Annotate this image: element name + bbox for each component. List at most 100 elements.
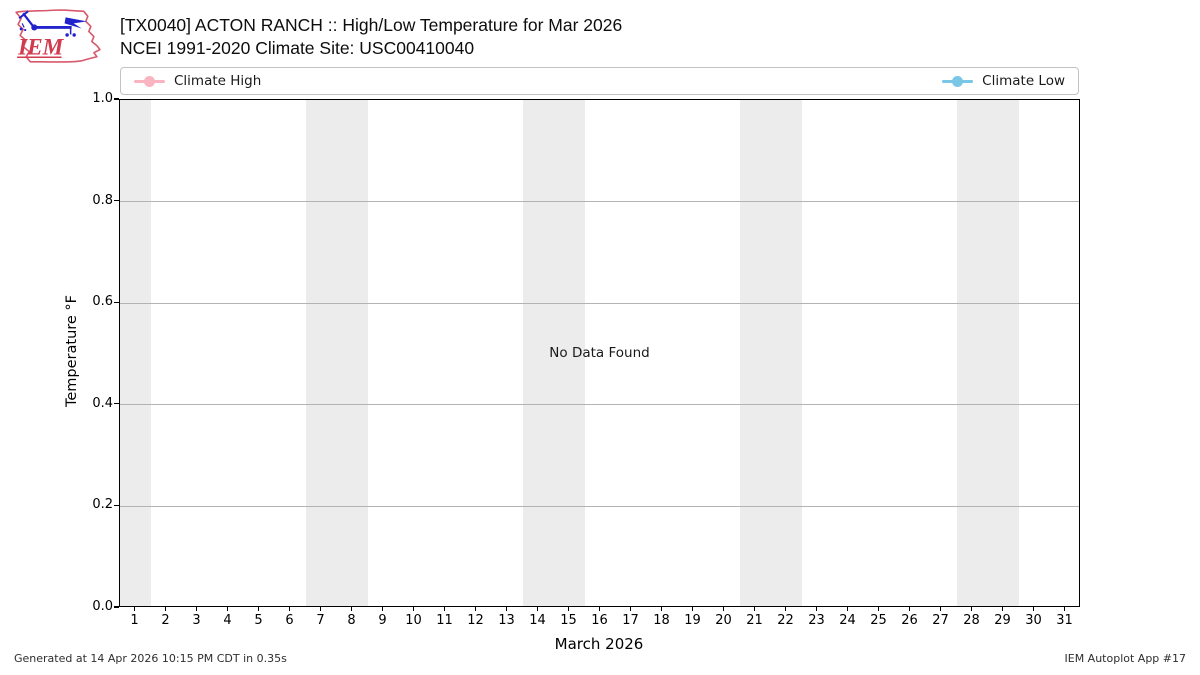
climate-low-dot-icon: [952, 75, 964, 87]
x-tick-label: 15: [560, 613, 577, 628]
x-tick-mark: [691, 607, 694, 611]
plot-area: No Data Found: [119, 99, 1080, 607]
weekend-shading-band: [306, 100, 368, 606]
y-tick-mark: [114, 98, 119, 100]
title-block: [TX0040] ACTON RANCH :: High/Low Tempera…: [120, 14, 622, 59]
y-tick-label: 1.0: [92, 91, 113, 106]
x-tick-label: 6: [285, 613, 294, 628]
gridline: [120, 505, 1079, 507]
x-tick-mark: [381, 607, 384, 611]
iem-logo: IEM: [15, 9, 101, 63]
x-axis-label: March 2026: [554, 635, 644, 653]
x-tick-label: 7: [316, 613, 325, 628]
x-tick-mark: [319, 607, 322, 611]
y-axis-label: Temperature °F: [64, 294, 80, 408]
x-tick-label: 19: [684, 613, 701, 628]
climate-high-dot-icon: [144, 75, 155, 87]
x-tick-mark: [629, 607, 632, 611]
x-tick-label: 8: [347, 613, 356, 628]
x-tick-mark: [939, 607, 942, 611]
y-tick-label: 0.4: [92, 395, 113, 411]
x-tick-mark: [164, 607, 167, 611]
x-tick-mark: [660, 607, 663, 611]
x-tick-label: 2: [161, 613, 170, 628]
x-tick-mark: [784, 607, 787, 611]
x-tick-label: 13: [498, 613, 515, 628]
legend-item-climate-high: Climate High: [134, 73, 261, 89]
y-tick-label: 0.8: [92, 192, 113, 208]
x-tick-mark: [1032, 607, 1035, 611]
x-tick-label: 14: [529, 613, 546, 628]
chart-subtitle: NCEI 1991-2020 Climate Site: USC00410040: [120, 37, 475, 58]
x-tick-mark: [133, 607, 136, 611]
x-tick-label: 28: [963, 613, 980, 628]
y-tick-mark: [114, 403, 119, 405]
gridline: [120, 201, 1079, 203]
iowa-state-outline-icon: [15, 9, 101, 63]
x-tick-mark: [443, 607, 446, 611]
footer-app-text: IEM Autoplot App #17: [1064, 652, 1187, 665]
weekend-shading-band: [120, 100, 151, 606]
x-tick-label: 16: [591, 613, 608, 628]
climate-low-marker-icon: [942, 75, 974, 87]
x-tick-label: 4: [223, 613, 232, 628]
x-tick-label: 12: [467, 613, 484, 628]
x-tick-mark: [257, 607, 260, 611]
x-tick-label: 10: [405, 613, 422, 628]
x-tick-label: 9: [378, 613, 387, 628]
x-tick-mark: [412, 607, 415, 611]
x-tick-label: 22: [777, 613, 794, 628]
x-tick-mark: [1063, 607, 1066, 611]
y-tick-mark: [114, 301, 119, 303]
x-tick-mark: [908, 607, 911, 611]
y-tick-mark: [114, 200, 119, 202]
x-tick-mark: [753, 607, 756, 611]
x-tick-mark: [970, 607, 973, 611]
chart-title: [TX0040] ACTON RANCH :: High/Low Tempera…: [120, 15, 623, 35]
legend-label-climate-high: Climate High: [174, 73, 262, 89]
gridline: [120, 404, 1079, 406]
x-tick-label: 23: [808, 613, 825, 628]
footer-generated-text: Generated at 14 Apr 2026 10:15 PM CDT in…: [14, 652, 287, 665]
x-tick-mark: [877, 607, 880, 611]
x-tick-mark: [846, 607, 849, 611]
y-tick-label: 0.0: [92, 599, 113, 614]
x-tick-mark: [567, 607, 570, 611]
weekend-shading-band: [957, 100, 1019, 606]
x-tick-mark: [536, 607, 539, 611]
weekend-shading-band: [740, 100, 802, 606]
y-tick-label: 0.2: [92, 497, 113, 513]
x-tick-mark: [505, 607, 508, 611]
x-tick-label: 29: [994, 613, 1011, 628]
x-tick-mark: [1001, 607, 1004, 611]
y-tick-mark: [114, 504, 119, 506]
x-tick-label: 20: [715, 613, 732, 628]
x-tick-label: 30: [1025, 613, 1042, 628]
iem-logo-text: IEM: [17, 35, 65, 61]
x-tick-label: 3: [192, 613, 201, 628]
x-tick-mark: [350, 607, 353, 611]
x-tick-mark: [226, 607, 229, 611]
y-tick-mark: [114, 606, 119, 608]
legend-item-climate-low: Climate Low: [942, 73, 1065, 89]
climate-high-marker-icon: [134, 75, 165, 87]
x-tick-label: 24: [839, 613, 856, 628]
x-tick-label: 31: [1056, 613, 1073, 628]
x-tick-mark: [195, 607, 198, 611]
weather-instrument-icon: [18, 10, 87, 37]
weekend-shading-band: [523, 100, 585, 606]
y-tick-label: 0.6: [92, 294, 113, 310]
x-tick-mark: [815, 607, 818, 611]
x-tick-label: 5: [254, 613, 263, 628]
x-tick-mark: [722, 607, 725, 611]
gridline: [120, 302, 1079, 304]
x-tick-label: 21: [746, 613, 763, 628]
x-tick-mark: [474, 607, 477, 611]
x-tick-mark: [288, 607, 291, 611]
x-tick-label: 17: [622, 613, 639, 628]
x-tick-label: 26: [901, 613, 918, 628]
x-tick-label: 18: [653, 613, 670, 628]
x-tick-label: 27: [932, 613, 949, 628]
x-tick-label: 1: [130, 613, 139, 628]
